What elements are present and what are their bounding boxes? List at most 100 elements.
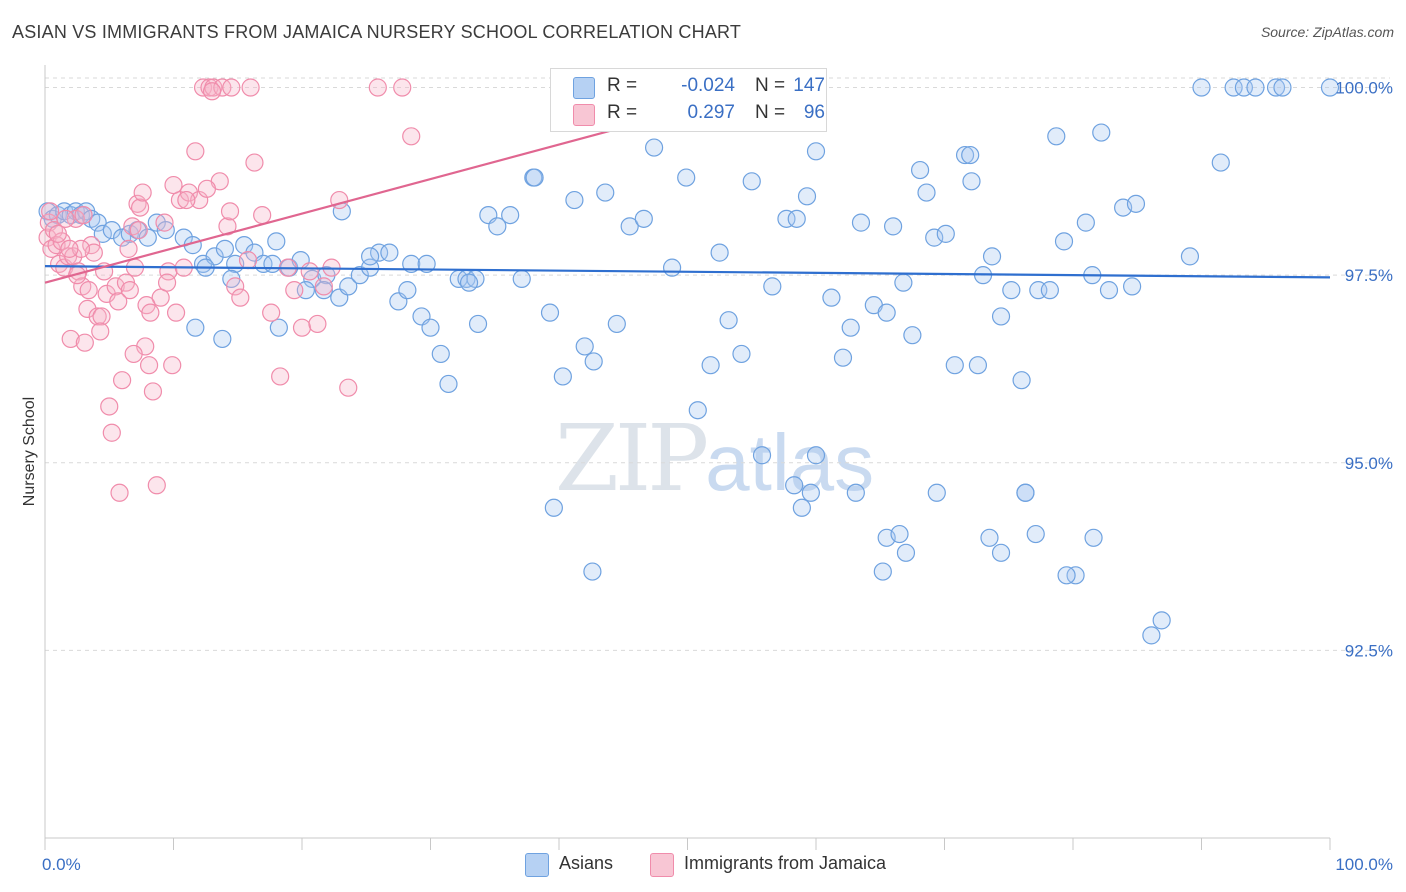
- data-point: [370, 243, 389, 262]
- data-point: [468, 314, 488, 334]
- data-point: [133, 183, 152, 202]
- data-point: [124, 344, 143, 364]
- watermark-zip: ZIP: [555, 405, 709, 512]
- legend-n-value: 147: [793, 75, 825, 96]
- data-point: [78, 299, 97, 319]
- y-tick-label: 100.0%: [1335, 79, 1393, 98]
- y-tick-label: 97.5%: [1345, 266, 1393, 285]
- data-point: [61, 329, 80, 349]
- data-point: [151, 288, 170, 307]
- legend-row-jamaica: R = 0.297 N = 96: [573, 102, 825, 128]
- data-point: [350, 266, 369, 285]
- data-point: [1002, 281, 1021, 300]
- data-point: [164, 175, 183, 195]
- y-axis-title: Nursery School: [21, 397, 38, 506]
- data-point: [300, 262, 319, 281]
- legend-row-asians: R = -0.024 N = 147: [573, 75, 825, 101]
- legend-r-label: R =: [607, 102, 638, 123]
- data-point: [402, 254, 421, 273]
- data-point: [1266, 78, 1286, 97]
- data-point: [1192, 78, 1211, 97]
- data-point: [93, 224, 112, 243]
- data-point: [166, 303, 186, 322]
- data-point: [1180, 247, 1200, 266]
- data-point: [119, 239, 138, 258]
- data-point: [421, 318, 440, 337]
- data-point: [787, 209, 806, 228]
- data-point: [177, 190, 196, 210]
- legend-swatch-jamaica: [650, 853, 674, 877]
- data-point: [936, 224, 955, 243]
- data-point: [1012, 371, 1031, 390]
- data-point: [112, 371, 132, 390]
- data-point: [925, 228, 944, 247]
- data-point: [1211, 153, 1230, 172]
- data-point: [120, 281, 139, 300]
- data-point: [202, 82, 222, 101]
- data-point: [262, 303, 281, 322]
- source-label: Source: ZipAtlas.com: [1260, 24, 1394, 40]
- data-point: [583, 562, 602, 581]
- data-point: [701, 356, 720, 375]
- data-point: [927, 483, 946, 502]
- data-point: [806, 142, 826, 161]
- data-point: [238, 251, 258, 270]
- data-point: [806, 446, 826, 465]
- data-point: [1026, 524, 1045, 544]
- data-point: [851, 213, 871, 232]
- data-point: [218, 217, 237, 236]
- legend-n-label: N =: [755, 102, 786, 123]
- data-point: [48, 224, 67, 243]
- data-point: [308, 314, 327, 334]
- data-point: [60, 239, 79, 258]
- data-point: [439, 374, 458, 394]
- data-point: [339, 378, 358, 397]
- data-point: [398, 281, 417, 300]
- data-point: [540, 303, 560, 322]
- data-points: [38, 78, 1340, 645]
- data-point: [1076, 213, 1095, 232]
- data-point: [982, 247, 1002, 266]
- legend-r-value: 0.297: [687, 102, 735, 123]
- data-point: [368, 78, 387, 97]
- data-point: [267, 232, 286, 251]
- trend-line-asians: [44, 265, 1331, 279]
- data-point: [841, 318, 860, 337]
- data-point: [380, 243, 399, 262]
- data-point: [822, 288, 841, 307]
- series-legend: Asians Immigrants from Jamaica: [0, 852, 1406, 878]
- data-point: [253, 205, 272, 225]
- data-point: [955, 145, 975, 165]
- data-point: [910, 160, 930, 180]
- data-point: [607, 314, 626, 334]
- data-point: [620, 217, 639, 236]
- trend-line-jamaica: [44, 108, 688, 284]
- data-point: [186, 318, 205, 337]
- data-point: [213, 329, 232, 349]
- data-point: [74, 205, 93, 225]
- data-point: [79, 281, 98, 300]
- data-point: [402, 127, 421, 146]
- data-point: [634, 209, 653, 228]
- data-point: [1099, 281, 1119, 300]
- data-point: [285, 281, 304, 300]
- data-point: [226, 277, 245, 296]
- data-point: [565, 190, 584, 210]
- data-point: [801, 483, 820, 502]
- data-point: [56, 209, 75, 228]
- data-point: [197, 179, 217, 198]
- data-point: [1123, 277, 1142, 296]
- data-point: [873, 562, 892, 581]
- data-point: [991, 543, 1011, 562]
- data-point: [155, 213, 174, 232]
- y-tick-label: 95.0%: [1345, 454, 1393, 473]
- legend-swatch-asians: [573, 77, 595, 99]
- data-point: [575, 337, 594, 356]
- data-point: [917, 183, 936, 202]
- data-point: [186, 142, 205, 161]
- data-point: [393, 78, 412, 97]
- data-point: [129, 221, 148, 240]
- data-point: [417, 254, 436, 273]
- data-point: [1246, 78, 1265, 97]
- data-point: [896, 543, 916, 562]
